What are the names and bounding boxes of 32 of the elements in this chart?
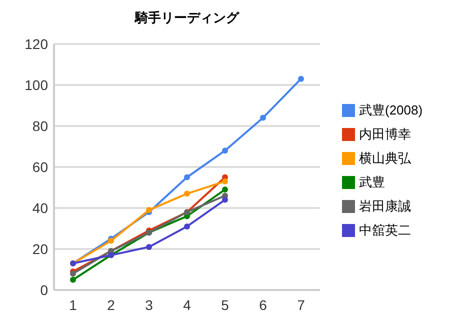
legend-label: 中舘英二 — [359, 222, 411, 238]
x-tick-label: 3 — [145, 297, 154, 313]
point — [222, 186, 228, 193]
x-tick-label: 6 — [259, 297, 268, 313]
point — [184, 174, 190, 180]
legend-label: 武豊 — [359, 174, 385, 190]
x-tick-label: 7 — [297, 297, 306, 313]
y-tick-label: 0 — [40, 282, 48, 298]
chart-title: 騎手リーディング — [134, 10, 240, 26]
point — [184, 190, 190, 197]
point — [146, 244, 152, 250]
x-tick-label: 5 — [221, 297, 230, 313]
x-tick-label: 4 — [183, 297, 192, 313]
point — [222, 178, 228, 184]
point — [222, 148, 228, 154]
legend-label: 武豊(2008) — [359, 102, 423, 118]
y-tick-label: 80 — [32, 118, 48, 134]
y-tick-label: 120 — [24, 36, 48, 52]
point — [222, 196, 228, 203]
point — [184, 223, 190, 230]
legend-label: 横山典弘 — [359, 150, 412, 166]
legend-label: 岩田康誠 — [359, 198, 411, 214]
y-tick-label: 60 — [32, 158, 48, 175]
y-tick-label: 100 — [24, 76, 48, 93]
point — [70, 276, 76, 283]
point — [260, 114, 266, 121]
y-tick-label: 20 — [32, 240, 48, 257]
y-tick-label: 40 — [32, 200, 48, 216]
x-tick-label: 1 — [69, 297, 78, 313]
x-tick-label: 2 — [107, 297, 116, 313]
point — [298, 76, 304, 82]
legend-label: 内田博幸 — [359, 126, 411, 142]
